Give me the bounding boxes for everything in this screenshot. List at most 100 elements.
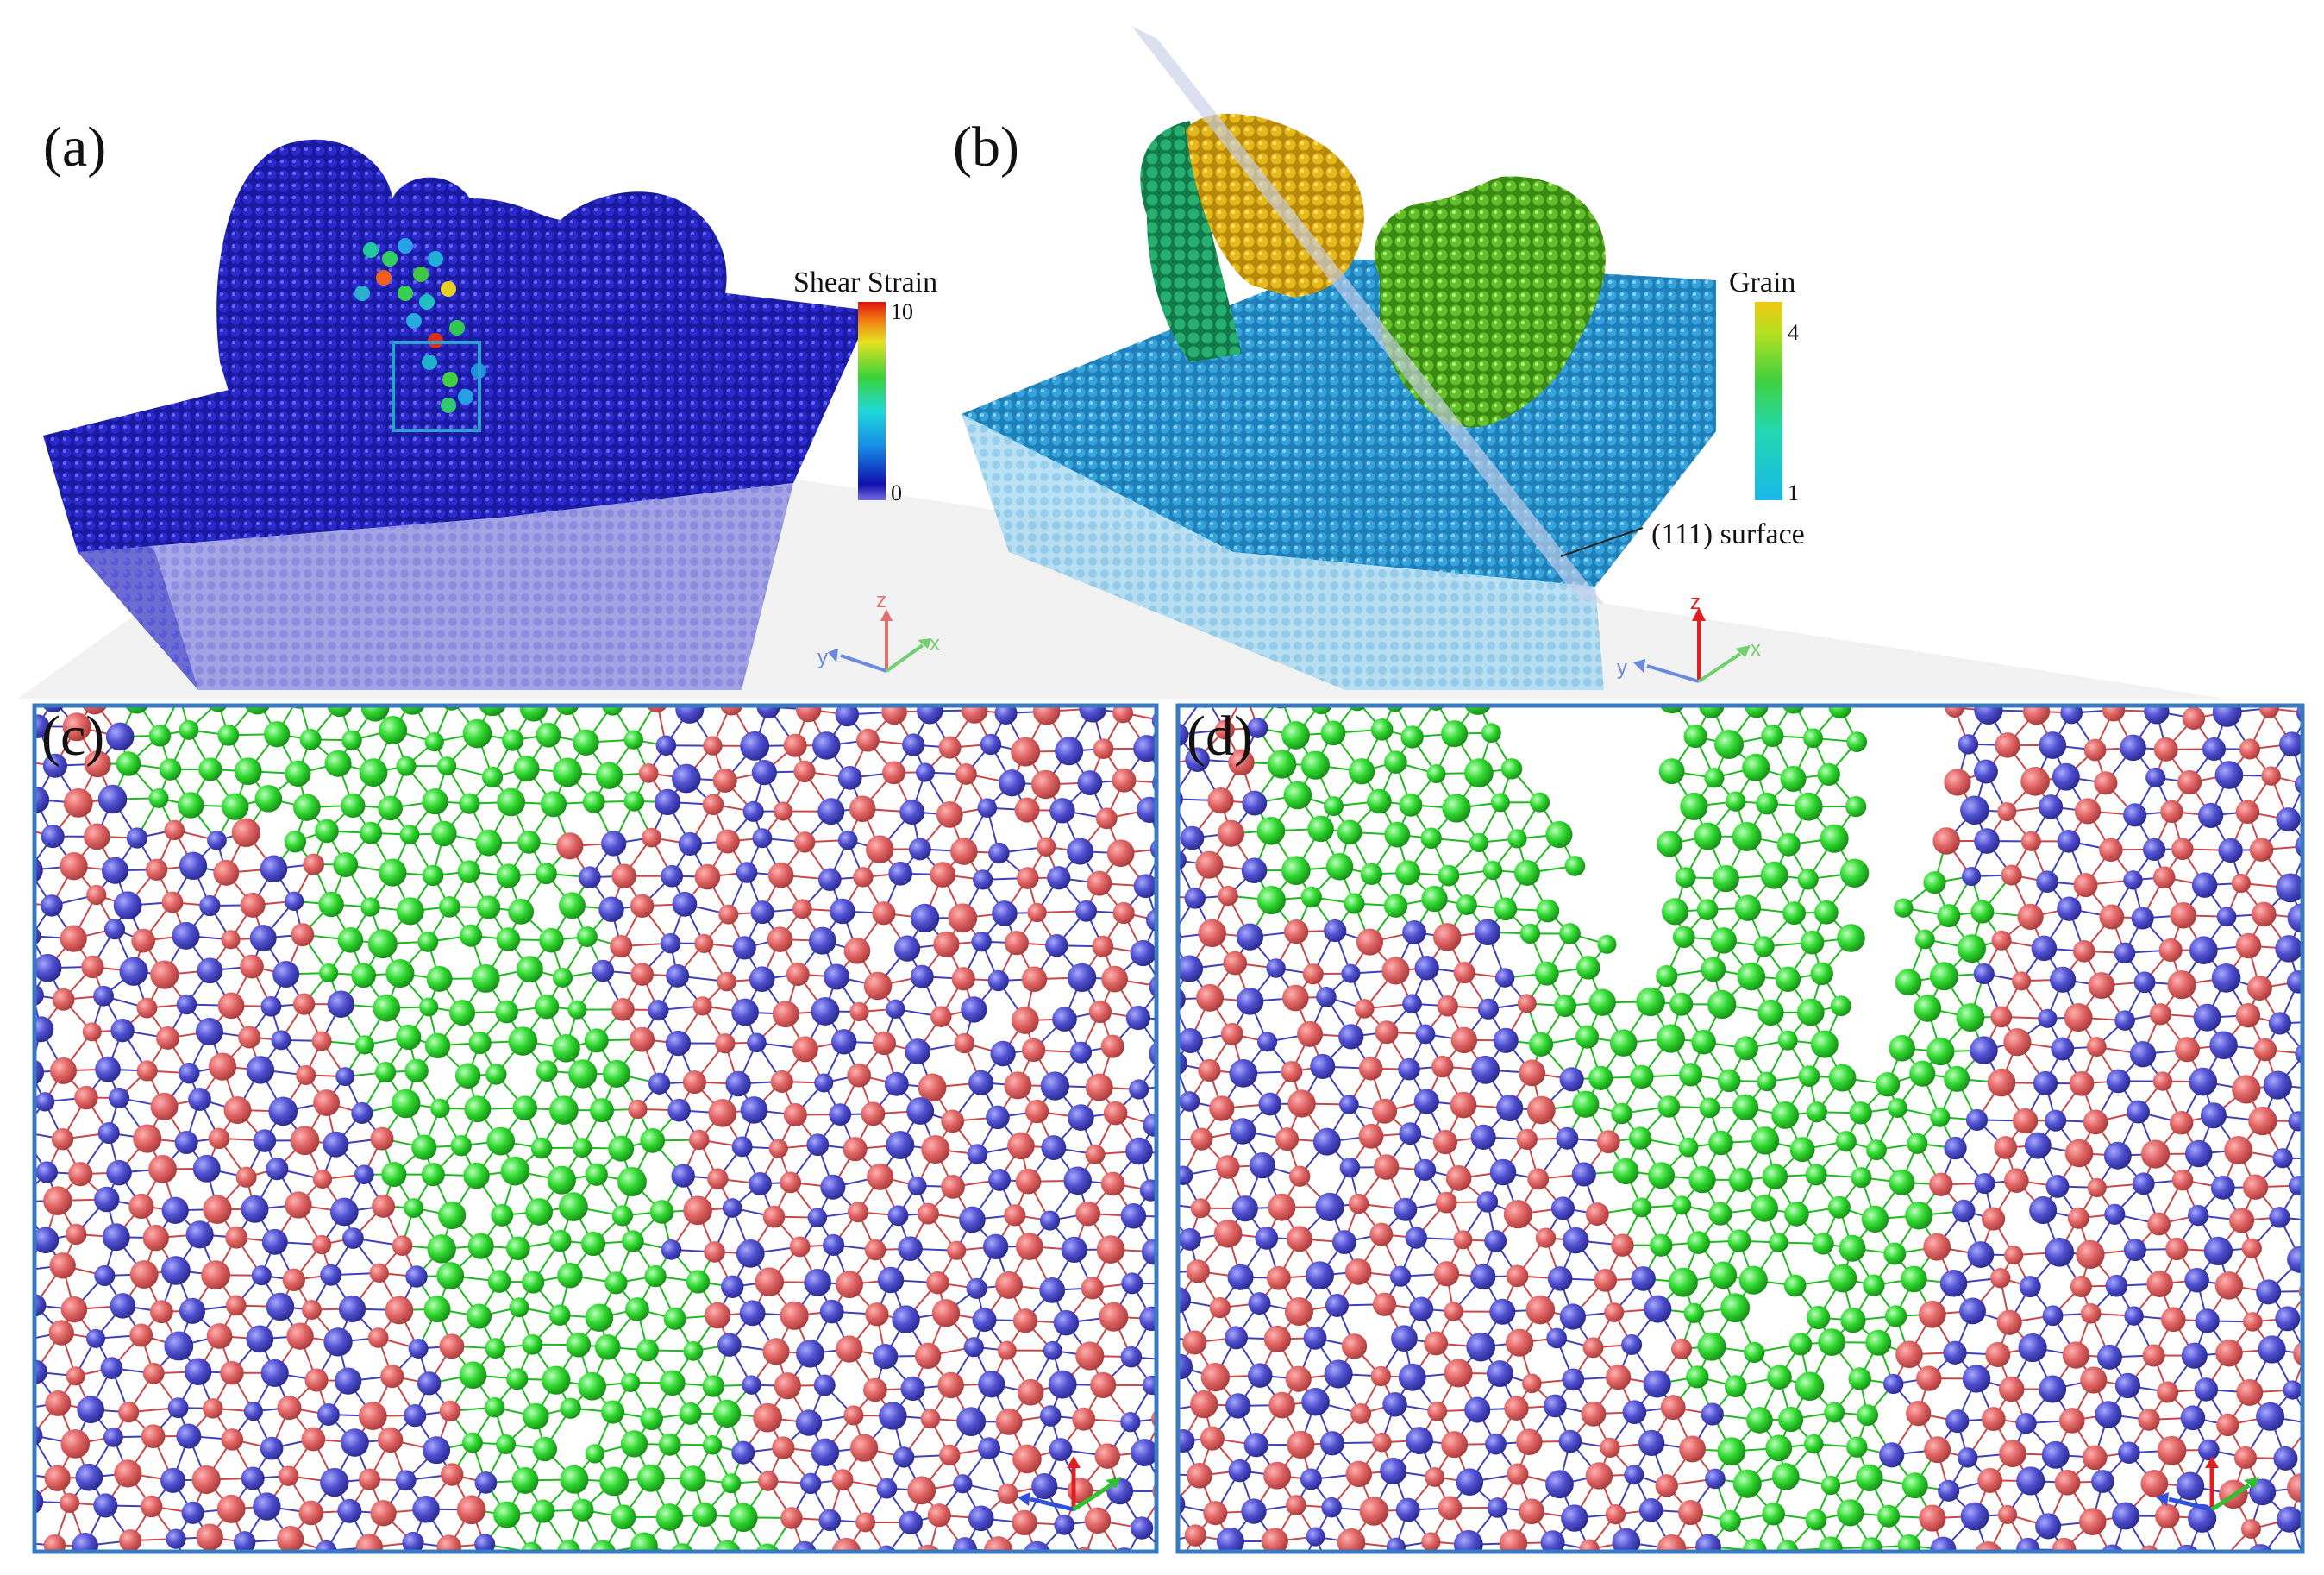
atom-blue xyxy=(3,1461,27,1485)
atom-green xyxy=(542,1365,571,1395)
bond xyxy=(1164,698,1177,735)
bond xyxy=(908,1559,928,1575)
atom-blue xyxy=(1130,1516,1154,1540)
atom-blue xyxy=(192,1154,221,1183)
atom-red xyxy=(49,1252,76,1279)
bond xyxy=(782,1553,805,1575)
atom-blue xyxy=(1075,900,1098,922)
atom-green xyxy=(508,1026,538,1056)
bond xyxy=(997,1550,1000,1552)
atom-green xyxy=(463,1162,490,1189)
atom-green xyxy=(404,1058,429,1083)
atom-blue xyxy=(100,1357,123,1379)
atom-blue xyxy=(747,1032,767,1053)
atom-green xyxy=(500,1156,530,1186)
atom-blue xyxy=(601,831,627,857)
atom-blue xyxy=(1061,1236,1087,1264)
atom-red xyxy=(68,1162,93,1187)
atom-blue xyxy=(907,1176,927,1195)
bond xyxy=(0,1340,21,1365)
atom-blue xyxy=(973,869,993,890)
atom-blue xyxy=(1052,1007,1077,1032)
atom-red xyxy=(715,829,740,854)
atom-blue xyxy=(113,891,142,920)
atom-green xyxy=(622,1230,644,1252)
atom-green xyxy=(436,1262,465,1290)
atom-blue xyxy=(260,855,288,883)
bond xyxy=(13,902,32,936)
atom-red xyxy=(1099,1302,1129,1332)
atom-green xyxy=(491,1203,514,1227)
atom-green xyxy=(318,891,344,918)
atom-red xyxy=(60,851,88,881)
atom-blue xyxy=(824,963,850,990)
atom-blue xyxy=(1039,1405,1062,1427)
atom-green xyxy=(571,1498,594,1522)
atom-green xyxy=(354,1035,375,1055)
atom-green xyxy=(530,1137,553,1159)
atom-blue xyxy=(174,1130,198,1154)
atom-green xyxy=(557,1540,580,1552)
atom-green xyxy=(521,1541,542,1552)
atom-red xyxy=(954,1032,975,1054)
atom-green xyxy=(553,757,582,788)
atom-red xyxy=(303,853,325,875)
bond xyxy=(34,1371,36,1373)
axis-label-x-b: x xyxy=(1751,637,1761,661)
atom-blue xyxy=(249,925,277,952)
atom-red xyxy=(914,1342,942,1370)
atom-green xyxy=(467,1303,492,1329)
atom-blue xyxy=(982,1233,1009,1259)
atom-red xyxy=(1004,1071,1032,1100)
atom-blue xyxy=(105,722,135,751)
atom-blue xyxy=(34,786,50,813)
atom-red xyxy=(129,1323,153,1347)
atom-blue xyxy=(75,1463,103,1491)
bond xyxy=(71,1572,109,1575)
atom-green xyxy=(327,706,353,718)
atom-blue xyxy=(102,1223,130,1252)
atom-red xyxy=(937,1371,964,1399)
atom-green xyxy=(404,1198,424,1218)
bond xyxy=(667,1555,681,1575)
atom-red xyxy=(1087,870,1112,896)
atom-red xyxy=(997,1340,1017,1360)
atom-blue xyxy=(108,1087,130,1109)
atom-blue xyxy=(792,1540,817,1552)
atom-red xyxy=(762,1205,786,1228)
atom-red xyxy=(48,1320,74,1346)
atom-blue xyxy=(661,1239,682,1260)
atom-red xyxy=(52,988,75,1011)
atom-blue xyxy=(260,1436,284,1460)
atom-blue xyxy=(1048,1370,1077,1399)
atom-red xyxy=(83,823,110,850)
atom-red xyxy=(753,1402,782,1433)
panel-c: (c) xyxy=(0,703,1159,1575)
atom-blue xyxy=(749,966,775,993)
atom-blue xyxy=(34,714,50,738)
atom-blue xyxy=(751,759,777,786)
atom-red xyxy=(702,794,724,816)
atom-blue xyxy=(1063,1166,1093,1195)
atom-green xyxy=(640,1407,664,1431)
atom-red xyxy=(1090,1371,1117,1398)
panel-label-b: (b) xyxy=(953,116,1019,179)
atom-red xyxy=(369,1263,389,1283)
atom-red xyxy=(206,1323,233,1349)
atom-blue xyxy=(85,1328,106,1348)
bond xyxy=(0,1308,20,1341)
colorbar-a-title: Shear Strain xyxy=(793,267,937,298)
atom-red xyxy=(43,1186,72,1215)
atom-blue xyxy=(404,1403,427,1428)
atom-green xyxy=(481,766,504,788)
atom-blue xyxy=(1120,1203,1147,1229)
atom-blue xyxy=(474,1534,496,1552)
atom-red xyxy=(290,1126,320,1156)
atom-blue xyxy=(1069,1041,1093,1064)
atom-blue xyxy=(166,1528,186,1549)
atom-green xyxy=(450,1135,472,1157)
atom-green xyxy=(426,965,453,992)
atom-red xyxy=(863,1377,887,1402)
atom-blue xyxy=(1040,1071,1070,1101)
atom-green xyxy=(438,1201,467,1230)
